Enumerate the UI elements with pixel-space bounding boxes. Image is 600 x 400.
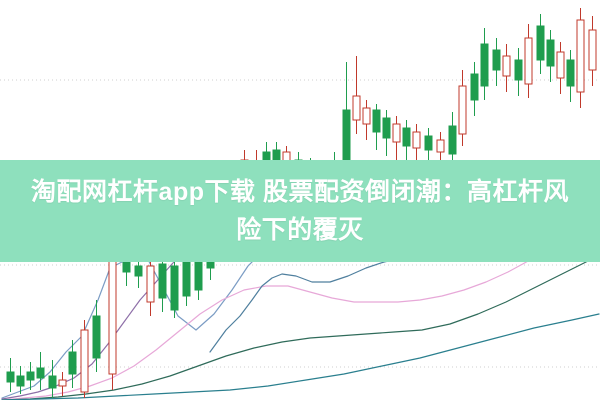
- grid-lines: [0, 79, 600, 368]
- ma-lines: [1, 169, 600, 400]
